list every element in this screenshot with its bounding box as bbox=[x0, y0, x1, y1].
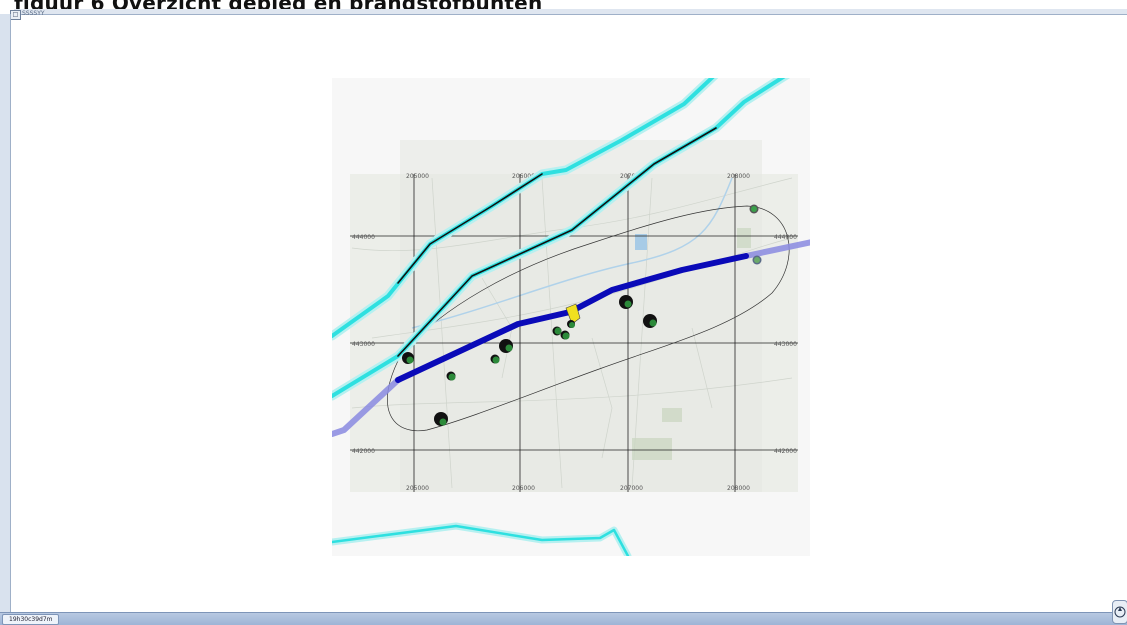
basemap-green-areas bbox=[632, 228, 751, 460]
nav-arrow-icon[interactable] bbox=[1114, 605, 1126, 619]
layout-page[interactable]: 205000 206000 207000 208000 205000 20600… bbox=[332, 78, 810, 556]
fuel-point-marker bbox=[643, 314, 657, 328]
navigation-widget[interactable] bbox=[1112, 600, 1127, 624]
grid-label-x-bottom: 207000 bbox=[620, 485, 643, 492]
fuel-point-marker bbox=[619, 295, 633, 309]
status-tab[interactable]: 19h30c39d7m bbox=[2, 614, 60, 625]
grid-label-x-bottom: 206000 bbox=[512, 485, 535, 492]
grid-label-x-bottom: 208000 bbox=[727, 485, 750, 492]
map-canvas[interactable]: 205000 206000 207000 208000 205000 20600… bbox=[332, 78, 810, 556]
grid-label-x: 206000 bbox=[512, 173, 535, 180]
grid-label-y-right: 443000 bbox=[774, 341, 797, 348]
grid-label-y-right: 442000 bbox=[774, 448, 797, 455]
main-route bbox=[332, 239, 810, 437]
stream bbox=[411, 177, 733, 329]
vertical-ruler[interactable] bbox=[0, 14, 11, 614]
grid-label-y: 444000 bbox=[352, 234, 375, 241]
grid-label-y-right: 444000 bbox=[774, 234, 797, 241]
fuel-point-marker bbox=[560, 330, 570, 340]
corner-label: SSSSYY bbox=[22, 10, 45, 17]
fuel-point-marker bbox=[552, 326, 562, 336]
fuel-point-marker bbox=[402, 352, 414, 364]
ruler-corner-button[interactable]: □ bbox=[10, 10, 21, 20]
grid-label-x: 208000 bbox=[727, 173, 750, 180]
fuel-point-marker bbox=[434, 412, 448, 426]
study-area-contour bbox=[387, 205, 790, 432]
fuel-point-marker bbox=[446, 371, 456, 381]
grid-label-y: 442000 bbox=[352, 448, 375, 455]
grid-label-x-bottom: 205000 bbox=[406, 485, 429, 492]
pond bbox=[635, 234, 647, 250]
basemap-frame bbox=[400, 140, 762, 492]
canal-lines bbox=[332, 78, 791, 556]
grid-label-x: 205000 bbox=[406, 173, 429, 180]
fuel-point-marker bbox=[490, 354, 500, 364]
fuel-point-marker bbox=[567, 320, 575, 328]
horizontal-ruler[interactable] bbox=[14, 9, 1127, 15]
selection-marker-icon[interactable] bbox=[565, 303, 581, 325]
status-bar: 19h30c39d7m bbox=[0, 612, 1127, 625]
fuel-point-marker bbox=[752, 255, 762, 265]
grid-label-y: 443000 bbox=[352, 341, 375, 348]
fuel-point-marker bbox=[499, 339, 513, 353]
fuel-point-marker bbox=[749, 204, 759, 214]
fuel-point-markers bbox=[402, 204, 762, 426]
